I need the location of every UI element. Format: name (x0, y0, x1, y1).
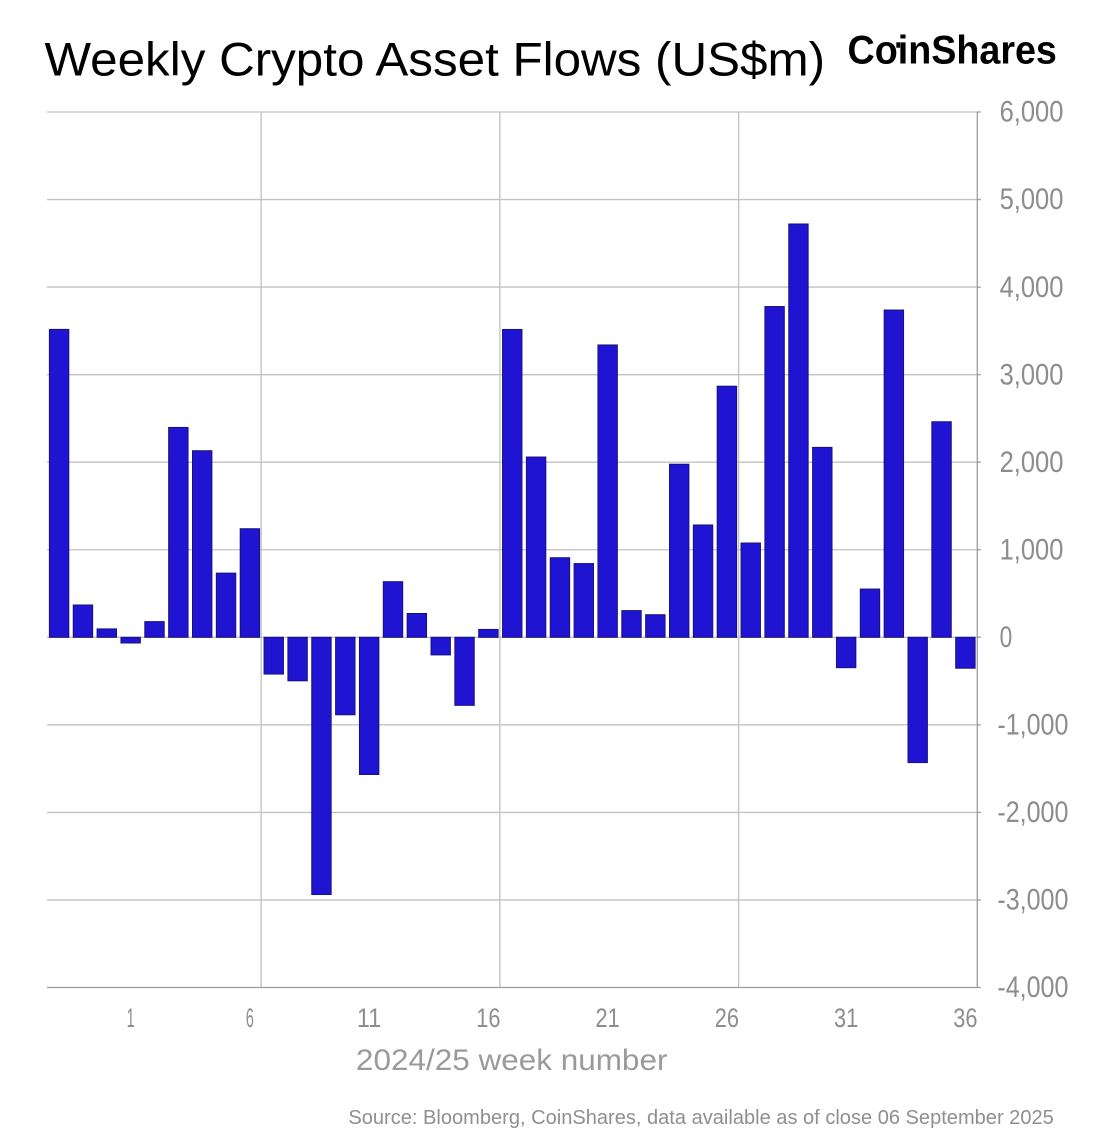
svg-text:2,000: 2,000 (1000, 446, 1064, 479)
svg-text:2024/25 week number: 2024/25 week number (356, 1045, 668, 1077)
svg-text:31: 31 (834, 1003, 858, 1033)
svg-text:16: 16 (476, 1003, 500, 1033)
svg-text:-4,000: -4,000 (997, 971, 1068, 1004)
svg-text:1,000: 1,000 (1000, 533, 1064, 566)
svg-text:0: 0 (1000, 621, 1013, 654)
svg-text:Source: Bloomberg, CoinShares,: Source: Bloomberg, CoinShares, data avai… (348, 1107, 1053, 1129)
svg-text:Weekly Crypto Asset Flows (US$: Weekly Crypto Asset Flows (US$m) (45, 33, 826, 85)
svg-text:4,000: 4,000 (1000, 271, 1064, 304)
svg-text:11: 11 (357, 1003, 381, 1033)
svg-text:5,000: 5,000 (1000, 183, 1064, 216)
svg-text:3,000: 3,000 (1000, 358, 1064, 391)
svg-text:6: 6 (246, 1003, 254, 1033)
svg-text:1: 1 (127, 1003, 135, 1033)
svg-text:21: 21 (596, 1003, 620, 1033)
svg-text:6,000: 6,000 (1000, 96, 1064, 129)
svg-text:26: 26 (715, 1003, 739, 1033)
svg-text:-2,000: -2,000 (997, 796, 1068, 829)
svg-text:-1,000: -1,000 (997, 709, 1068, 742)
svg-text:36: 36 (953, 1003, 977, 1033)
svg-text:CoinShares: CoinShares (848, 29, 1057, 73)
svg-text:-3,000: -3,000 (997, 884, 1068, 917)
